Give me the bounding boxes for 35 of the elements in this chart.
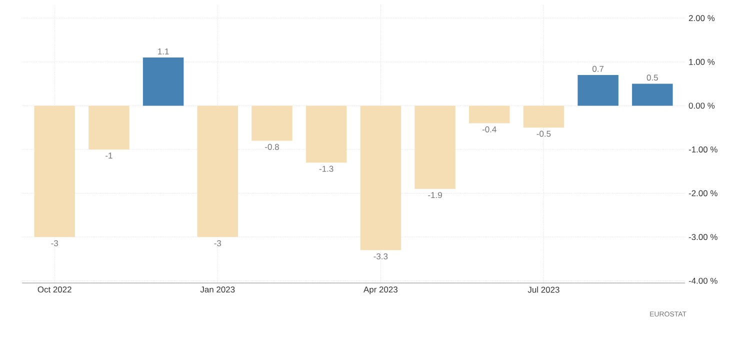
bar xyxy=(142,58,184,106)
data-label: -3.3 xyxy=(374,253,388,260)
x-tick-label: Jan 2023 xyxy=(200,286,235,293)
data-label: 0.5 xyxy=(646,74,658,81)
data-label: -1.9 xyxy=(428,192,442,198)
data-label: -3 xyxy=(51,240,58,246)
x-tick-label: Jul 2023 xyxy=(528,286,560,293)
data-label: -3 xyxy=(214,240,222,246)
data-label: -0.8 xyxy=(265,144,279,150)
y-tick-label: 2.00 % xyxy=(688,15,715,22)
data-label: -1 xyxy=(106,152,112,158)
x-tick-label: Apr 2023 xyxy=(364,286,398,294)
bar xyxy=(360,106,402,250)
data-label: 1.1 xyxy=(158,48,169,54)
bar xyxy=(197,106,238,238)
bar xyxy=(306,106,347,163)
y-tick-label: 0.00 % xyxy=(688,102,715,109)
bar xyxy=(468,106,510,124)
data-label: 0.7 xyxy=(592,66,604,72)
data-label: -0.4 xyxy=(482,126,496,132)
bar xyxy=(578,75,618,106)
bar xyxy=(34,106,75,238)
y-tick-label: 1.00 % xyxy=(689,58,715,65)
bar xyxy=(523,106,564,128)
bar xyxy=(88,106,130,150)
x-tick-label: Oct 2022 xyxy=(38,286,72,293)
bar xyxy=(414,106,456,189)
y-tick-label: -3.00 % xyxy=(688,234,718,240)
bar xyxy=(252,106,292,141)
data-label: -1.3 xyxy=(319,166,334,172)
bar xyxy=(632,84,673,106)
y-tick-label: -1.00 % xyxy=(688,146,718,152)
y-tick-label: -4.00 % xyxy=(688,278,718,284)
data-label: -0.5 xyxy=(536,130,551,137)
y-tick-label: -2.00 % xyxy=(688,190,718,196)
